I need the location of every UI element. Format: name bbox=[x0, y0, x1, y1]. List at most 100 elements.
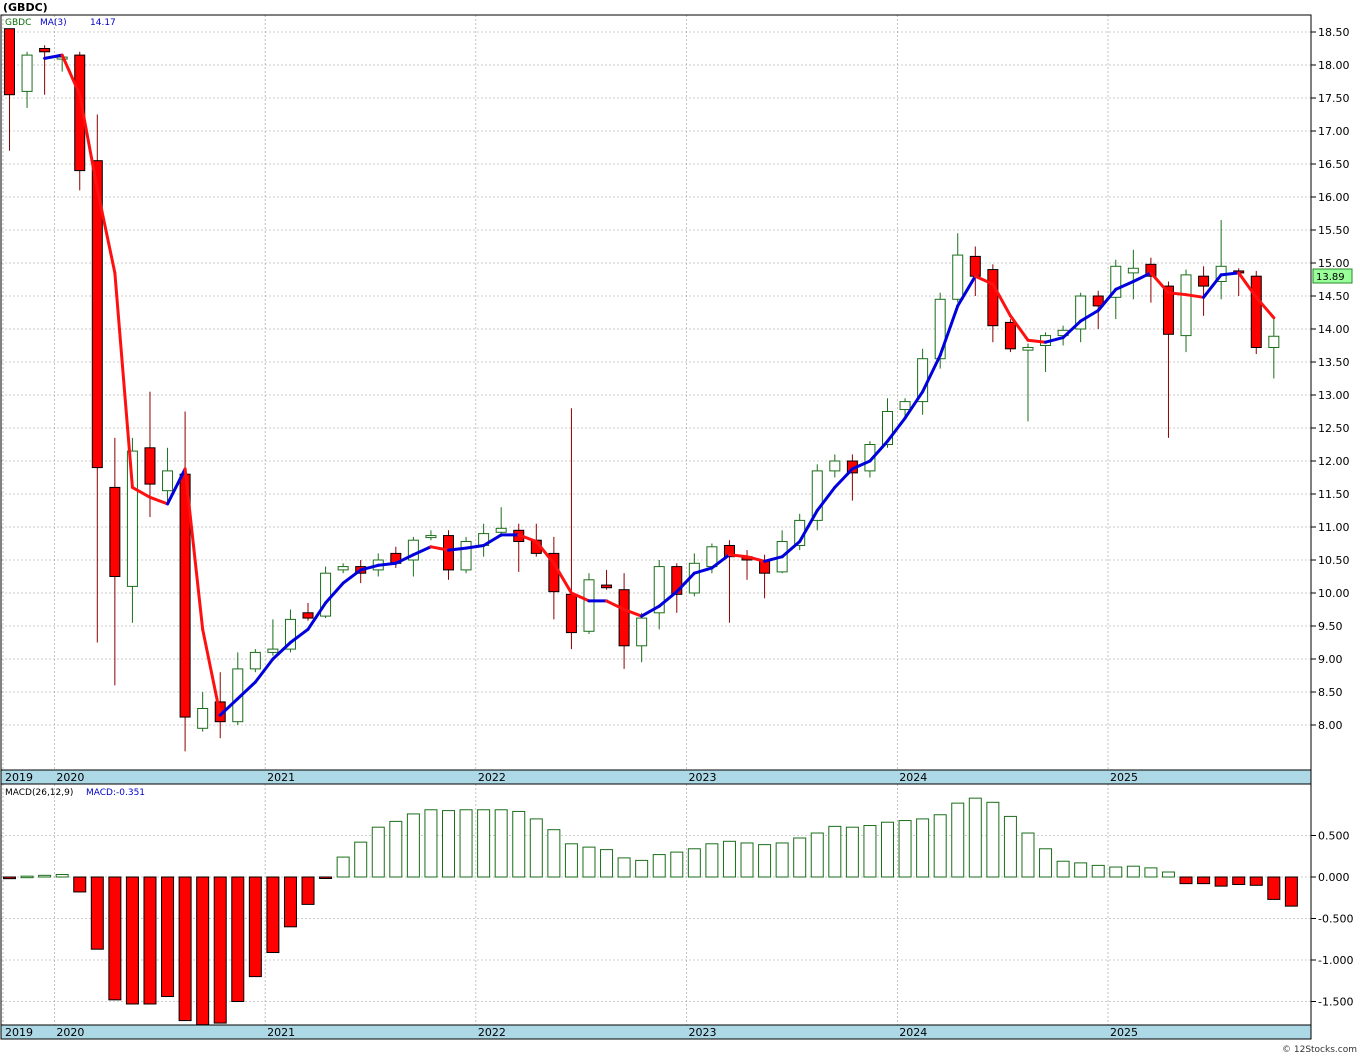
macd-bar bbox=[1214, 876, 1228, 887]
ma-segment bbox=[447, 546, 468, 552]
ma-segment bbox=[517, 533, 538, 544]
macd-bar bbox=[1249, 876, 1263, 886]
macd-bar bbox=[828, 825, 842, 878]
macd-bar bbox=[143, 876, 157, 1005]
candle bbox=[1022, 343, 1034, 422]
macd-bar bbox=[705, 843, 719, 878]
ma-segment bbox=[376, 561, 398, 567]
macd-y-tick-label: 0.000 bbox=[1318, 871, 1350, 884]
macd-bar bbox=[55, 874, 69, 878]
macd-label: MACD(26,12,9) bbox=[5, 788, 73, 798]
candle bbox=[302, 602, 314, 621]
macd-bar bbox=[512, 810, 526, 878]
candle bbox=[583, 573, 595, 634]
price-y-tick-label: 13.50 bbox=[1318, 356, 1350, 369]
price-grid bbox=[1, 15, 1311, 770]
price-y-tick-label: 8.00 bbox=[1318, 719, 1343, 732]
candle bbox=[1004, 319, 1016, 353]
macd-bar bbox=[1091, 864, 1105, 878]
candle-body bbox=[969, 255, 981, 277]
macd-bar bbox=[670, 851, 684, 878]
macd-bar bbox=[793, 837, 807, 878]
macd-bar bbox=[354, 841, 368, 878]
ma-segment bbox=[60, 53, 82, 97]
ma-segment bbox=[938, 304, 960, 357]
macd-bar bbox=[459, 809, 473, 878]
ma-segment bbox=[306, 601, 328, 631]
macd-bar bbox=[600, 849, 614, 878]
candle bbox=[197, 692, 209, 732]
ma-segment bbox=[640, 604, 661, 618]
macd-bar bbox=[881, 821, 894, 878]
candle-body bbox=[1268, 335, 1280, 348]
candle bbox=[811, 464, 823, 531]
macd-bar bbox=[1109, 866, 1123, 878]
ma-segment bbox=[411, 545, 433, 557]
price-x-tick-label: 2025 bbox=[1110, 771, 1138, 784]
ma-segment bbox=[429, 545, 450, 552]
candle bbox=[987, 264, 999, 343]
macd-bar bbox=[1284, 876, 1298, 907]
macd-bar bbox=[933, 814, 947, 878]
ma-segment bbox=[148, 495, 170, 506]
macd-bar bbox=[582, 846, 596, 878]
macd-value: MACD:-0.351 bbox=[86, 788, 145, 798]
macd-bar bbox=[863, 825, 877, 878]
candle bbox=[1198, 266, 1210, 316]
candle bbox=[1180, 269, 1192, 353]
macd-histogram bbox=[3, 797, 1298, 1026]
ma-segment bbox=[1166, 291, 1188, 297]
ma-segment bbox=[1061, 319, 1083, 340]
candle-body bbox=[144, 447, 156, 485]
candle bbox=[407, 536, 419, 577]
candle-body bbox=[1250, 275, 1262, 348]
macd-bar bbox=[424, 809, 438, 878]
price-x-tick-label: 2019 bbox=[5, 771, 33, 784]
macd-bar bbox=[529, 818, 543, 878]
macd-bar bbox=[301, 876, 315, 905]
candle-body bbox=[636, 617, 648, 647]
price-y-tick-label: 11.00 bbox=[1318, 521, 1350, 534]
macd-bar bbox=[389, 820, 403, 878]
candle-body bbox=[320, 572, 332, 617]
candle bbox=[460, 536, 472, 574]
ma-segment bbox=[359, 563, 380, 572]
ma-segment bbox=[95, 187, 117, 275]
macd-bar bbox=[1056, 860, 1070, 878]
macd-bar bbox=[652, 854, 666, 878]
ma-segment bbox=[675, 571, 696, 594]
macd-bar bbox=[178, 876, 192, 1022]
ma-segment bbox=[815, 485, 837, 512]
ma-segment bbox=[236, 680, 257, 701]
candle-body bbox=[671, 566, 683, 595]
macd-bar bbox=[161, 876, 175, 998]
price-date-band bbox=[0, 769, 1312, 785]
candle bbox=[126, 437, 138, 623]
macd-bar bbox=[617, 857, 631, 878]
price-y-tick-label: 16.00 bbox=[1318, 191, 1350, 204]
ma-segment bbox=[780, 540, 802, 559]
ma-segment bbox=[798, 509, 819, 544]
macd-bar bbox=[1161, 871, 1175, 878]
macd-bar bbox=[125, 876, 139, 1005]
macd-x-tick-label: 2021 bbox=[267, 1026, 295, 1039]
macd-bar bbox=[1144, 867, 1158, 878]
candle bbox=[21, 51, 33, 108]
ma-segment bbox=[1202, 273, 1223, 299]
candle-body bbox=[267, 648, 279, 653]
candle bbox=[162, 447, 174, 504]
ma-segment bbox=[903, 390, 925, 420]
macd-y-tick-label: -1.000 bbox=[1318, 954, 1353, 967]
price-y-tick-label: 16.50 bbox=[1318, 158, 1350, 171]
price-y-tick-label: 13.00 bbox=[1318, 389, 1350, 402]
price-y-tick-label: 9.50 bbox=[1318, 620, 1343, 633]
ma-segment bbox=[534, 540, 556, 565]
candle-body bbox=[565, 593, 577, 634]
ma-segment bbox=[552, 561, 573, 595]
candle-body bbox=[162, 470, 174, 492]
ma-segment bbox=[394, 553, 415, 565]
ma-segment bbox=[657, 590, 679, 608]
candle bbox=[1145, 257, 1157, 303]
candle bbox=[671, 563, 683, 613]
price-y-labels: 8.00 8.50 9.00 9.50 10.00 10.50 11.00 11.50 12.0… bbox=[1311, 26, 1350, 732]
